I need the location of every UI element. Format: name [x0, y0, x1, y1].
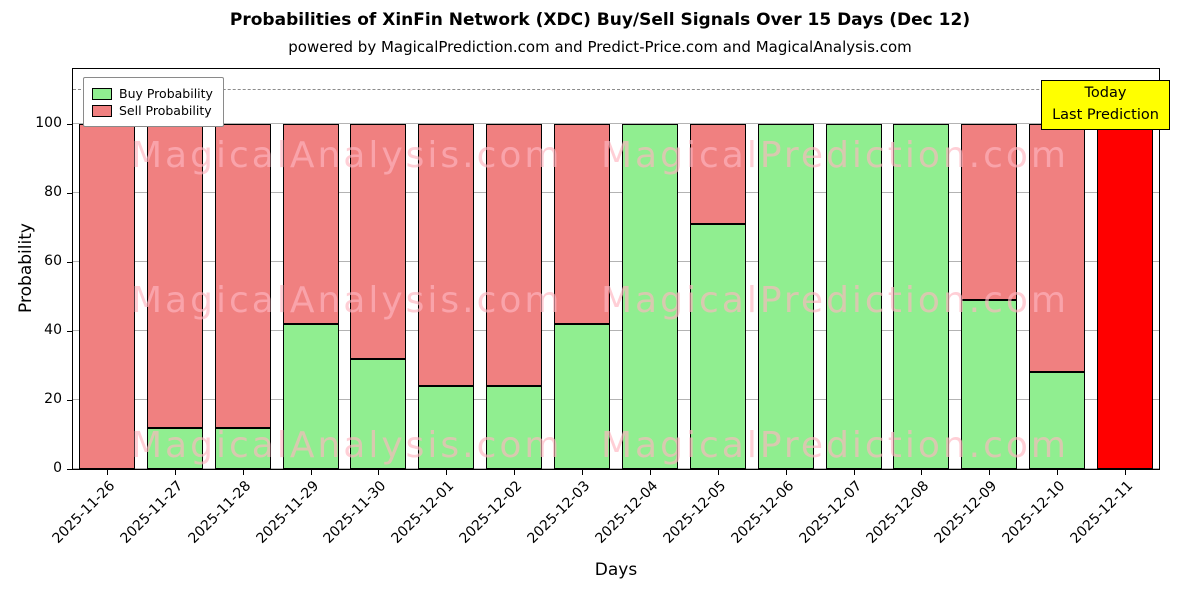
gridline-y60	[73, 261, 1159, 263]
today-annotation: Today Last Prediction	[1041, 80, 1170, 130]
x-tick-label: 2025-12-07	[796, 478, 865, 547]
x-tick-mark	[446, 470, 448, 475]
sell-bar-segment-2025-12-02	[486, 124, 543, 387]
buy-bar-segment-2025-12-09	[961, 300, 1018, 469]
x-tick-mark	[378, 470, 380, 475]
x-tick-label: 2025-12-11	[1067, 478, 1137, 547]
sell-swatch-icon	[92, 104, 112, 117]
y-tick-mark	[67, 124, 72, 126]
x-tick-mark	[785, 470, 787, 475]
x-tick-mark	[106, 470, 108, 475]
buy-bar-segment-2025-11-30	[350, 358, 407, 469]
buy-bar-segment-2025-11-28	[214, 427, 271, 469]
sell-bar-segment-2025-11-28	[214, 124, 271, 428]
x-tick-label: 2025-12-10	[999, 478, 1069, 547]
buy-bar-segment-2025-12-05	[689, 224, 746, 469]
annotation-line2: Last Prediction	[1052, 106, 1159, 123]
x-tick-label: 2025-11-26	[49, 478, 119, 547]
y-tick-label: 40	[44, 322, 62, 339]
buy-bar-segment-2025-11-27	[146, 427, 203, 469]
x-tick-label: 2025-11-28	[185, 478, 255, 547]
x-tick-label: 2025-11-27	[117, 478, 187, 547]
buy-bar-segment-2025-12-06	[757, 124, 814, 469]
y-tick-label: 80	[44, 184, 62, 201]
sell-bar-segment-2025-12-10	[1029, 124, 1086, 373]
y-tick-label: 0	[53, 460, 62, 476]
x-tick-mark	[514, 470, 516, 475]
x-tick-mark	[310, 470, 312, 475]
sell-bar-segment-2025-11-27	[146, 124, 203, 428]
x-tick-label: 2025-12-03	[524, 478, 594, 547]
x-tick-mark	[582, 470, 584, 475]
buy-bar-segment-2025-12-07	[825, 124, 882, 469]
x-tick-label: 2025-12-02	[456, 478, 526, 547]
y-tick-mark	[67, 193, 72, 195]
x-tick-mark	[717, 470, 719, 475]
x-tick-label: 2025-12-06	[728, 478, 798, 547]
x-axis-label: Days	[594, 560, 638, 580]
sell-bar-segment-2025-12-05	[689, 124, 746, 225]
sell-bar-segment-2025-12-09	[961, 124, 1018, 301]
legend-buy-label: Buy Probability	[119, 86, 213, 101]
buy-swatch-icon	[92, 87, 112, 100]
chart-title: Probabilities of XinFin Network (XDC) Bu…	[229, 10, 971, 30]
gridline-y100	[73, 123, 1159, 125]
x-tick-label: 2025-12-04	[592, 478, 662, 547]
gridline-y0	[73, 468, 1159, 469]
buy-bar-segment-2025-12-02	[486, 386, 543, 469]
x-tick-label: 2025-12-08	[863, 478, 933, 547]
sell-bar-segment-2025-11-30	[350, 124, 407, 359]
x-tick-mark	[242, 470, 244, 475]
sell-bar-segment-2025-12-01	[418, 124, 475, 387]
buy-bar-segment-2025-11-29	[282, 324, 339, 469]
legend-item-sell: Sell Probability	[92, 103, 213, 118]
gridline-y80	[73, 192, 1159, 194]
plot-area: MagicalAnalysis.com MagicalPrediction.co…	[72, 68, 1160, 470]
x-tick-mark	[1125, 470, 1127, 475]
sell-bar-segment-2025-11-29	[282, 124, 339, 325]
buy-bar-segment-2025-12-01	[418, 386, 475, 469]
buy-bar-segment-2025-12-10	[1029, 372, 1086, 469]
y-tick-mark	[67, 469, 72, 470]
x-tick-label: 2025-12-09	[931, 478, 1001, 547]
x-tick-label: 2025-11-30	[320, 478, 390, 547]
x-tick-mark	[921, 470, 923, 475]
x-tick-mark	[989, 470, 991, 475]
dashed-upper-line	[73, 88, 1159, 90]
sell-bar-segment-2025-11-26	[78, 124, 135, 469]
y-tick-label: 60	[44, 253, 62, 270]
gridline-y40	[73, 330, 1159, 332]
buy-bar-segment-2025-12-03	[554, 324, 611, 469]
x-tick-label: 2025-11-29	[253, 478, 322, 547]
legend: Buy Probability Sell Probability	[83, 77, 224, 127]
x-tick-mark	[174, 470, 176, 475]
y-tick-mark	[67, 400, 72, 402]
annotation-line1: Today	[1084, 85, 1127, 101]
buy-bar-segment-2025-12-04	[621, 124, 678, 469]
x-tick-mark	[649, 470, 651, 475]
legend-sell-label: Sell Probability	[119, 103, 212, 118]
y-tick-label: 20	[44, 391, 62, 408]
today-bar-segment-2025-12-11	[1097, 124, 1154, 469]
buy-bar-segment-2025-12-08	[893, 124, 950, 469]
x-tick-mark	[853, 470, 855, 475]
x-tick-mark	[1057, 470, 1059, 475]
legend-item-buy: Buy Probability	[92, 86, 213, 101]
y-tick-label: 100	[35, 115, 62, 132]
gridline-y20	[73, 399, 1159, 401]
y-tick-mark	[67, 331, 72, 333]
x-tick-label: 2025-12-05	[660, 478, 730, 547]
y-tick-mark	[67, 262, 72, 264]
sell-bar-segment-2025-12-03	[554, 124, 611, 325]
x-tick-label: 2025-12-01	[388, 478, 458, 547]
chart-subtitle: powered by MagicalPrediction.com and Pre…	[288, 38, 912, 56]
